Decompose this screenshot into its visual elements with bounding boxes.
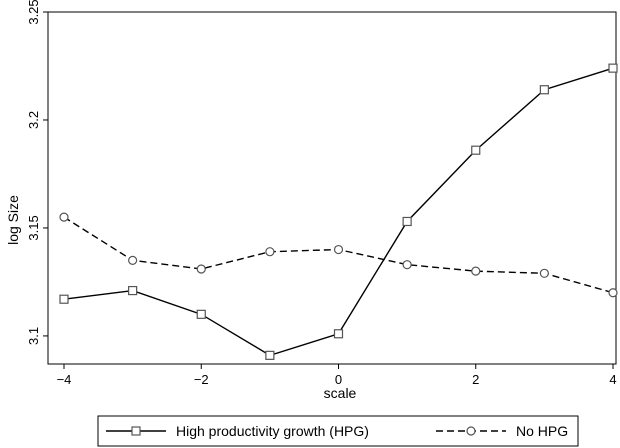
y-tick-label: 3.1 (26, 327, 41, 345)
legend-marker (131, 426, 141, 436)
data-point (128, 255, 138, 265)
y-axis: 3.1 3.15 3.2 3.25 (26, 0, 48, 345)
data-point (608, 288, 618, 298)
y-tick-label: 3.25 (26, 0, 41, 25)
y-tick-label: 3.2 (26, 111, 41, 129)
x-tick-label: 2 (472, 372, 479, 387)
data-point (59, 212, 69, 222)
x-tick-label: 0 (335, 372, 342, 387)
legend-label: No HPG (516, 423, 568, 439)
data-point (471, 145, 481, 155)
data-point (128, 285, 138, 296)
series-1 (59, 212, 618, 298)
data-point (59, 294, 69, 304)
data-point (333, 329, 344, 339)
data-point (402, 216, 412, 227)
plot-area-frame (47, 11, 617, 365)
data-point (265, 247, 275, 257)
x-tick-label: 4 (609, 372, 616, 387)
legend-marker (466, 426, 476, 436)
x-tick-label: −2 (194, 372, 209, 387)
data-point (471, 266, 481, 276)
x-axis-title: scale (324, 385, 357, 401)
data-point (539, 85, 549, 95)
data-point (539, 268, 549, 278)
legend-items: High productivity growth (HPG) No HPG (106, 423, 568, 439)
data-point (608, 63, 618, 73)
data-point (196, 309, 206, 319)
legend-frame (97, 415, 579, 447)
series-line (63, 216, 614, 294)
data-point (333, 244, 344, 255)
x-tick-label: −4 (57, 372, 72, 387)
data-point (196, 264, 206, 274)
data-point (402, 260, 412, 270)
x-axis: −4 −2 0 2 4 (57, 364, 617, 387)
legend-label: High productivity growth (HPG) (176, 423, 369, 439)
series-line (63, 67, 614, 357)
series-0 (59, 63, 618, 360)
legend: High productivity growth (HPG) No HPG (97, 415, 579, 447)
y-tick-label: 3.15 (26, 215, 41, 240)
series-layer (59, 63, 618, 360)
y-axis-title: log Size (5, 195, 21, 245)
data-point (265, 350, 275, 360)
